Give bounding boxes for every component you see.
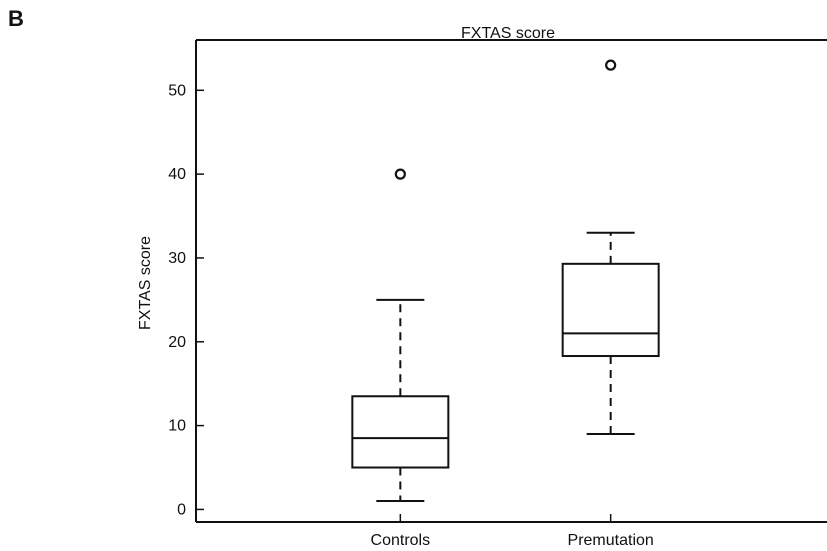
y-axis-label: FXTAS score <box>137 236 154 330</box>
y-tick-label: 10 <box>168 418 186 435</box>
interquartile-box <box>351 395 450 469</box>
x-tick-label: Premutation <box>568 532 654 549</box>
outlier-point <box>394 168 406 180</box>
y-tick-label: 50 <box>168 82 186 99</box>
interquartile-box <box>561 262 660 358</box>
chart-title: FXTAS score <box>461 25 555 42</box>
x-axis-ticks: Controls Premutation <box>371 514 654 549</box>
box-series <box>351 59 660 503</box>
box-premutation <box>561 59 660 435</box>
outlier-point <box>605 59 617 71</box>
x-tick-label: Controls <box>371 532 431 549</box>
plot-axes <box>195 39 827 523</box>
y-tick-label: 30 <box>168 250 186 267</box>
y-tick-label: 40 <box>168 166 186 183</box>
y-axis-ticks: 0 10 20 30 40 50 <box>168 82 204 518</box>
box-controls <box>351 168 450 503</box>
panel-label: B <box>8 6 24 31</box>
y-tick-label: 20 <box>168 334 186 351</box>
y-tick-label: 0 <box>177 501 186 518</box>
